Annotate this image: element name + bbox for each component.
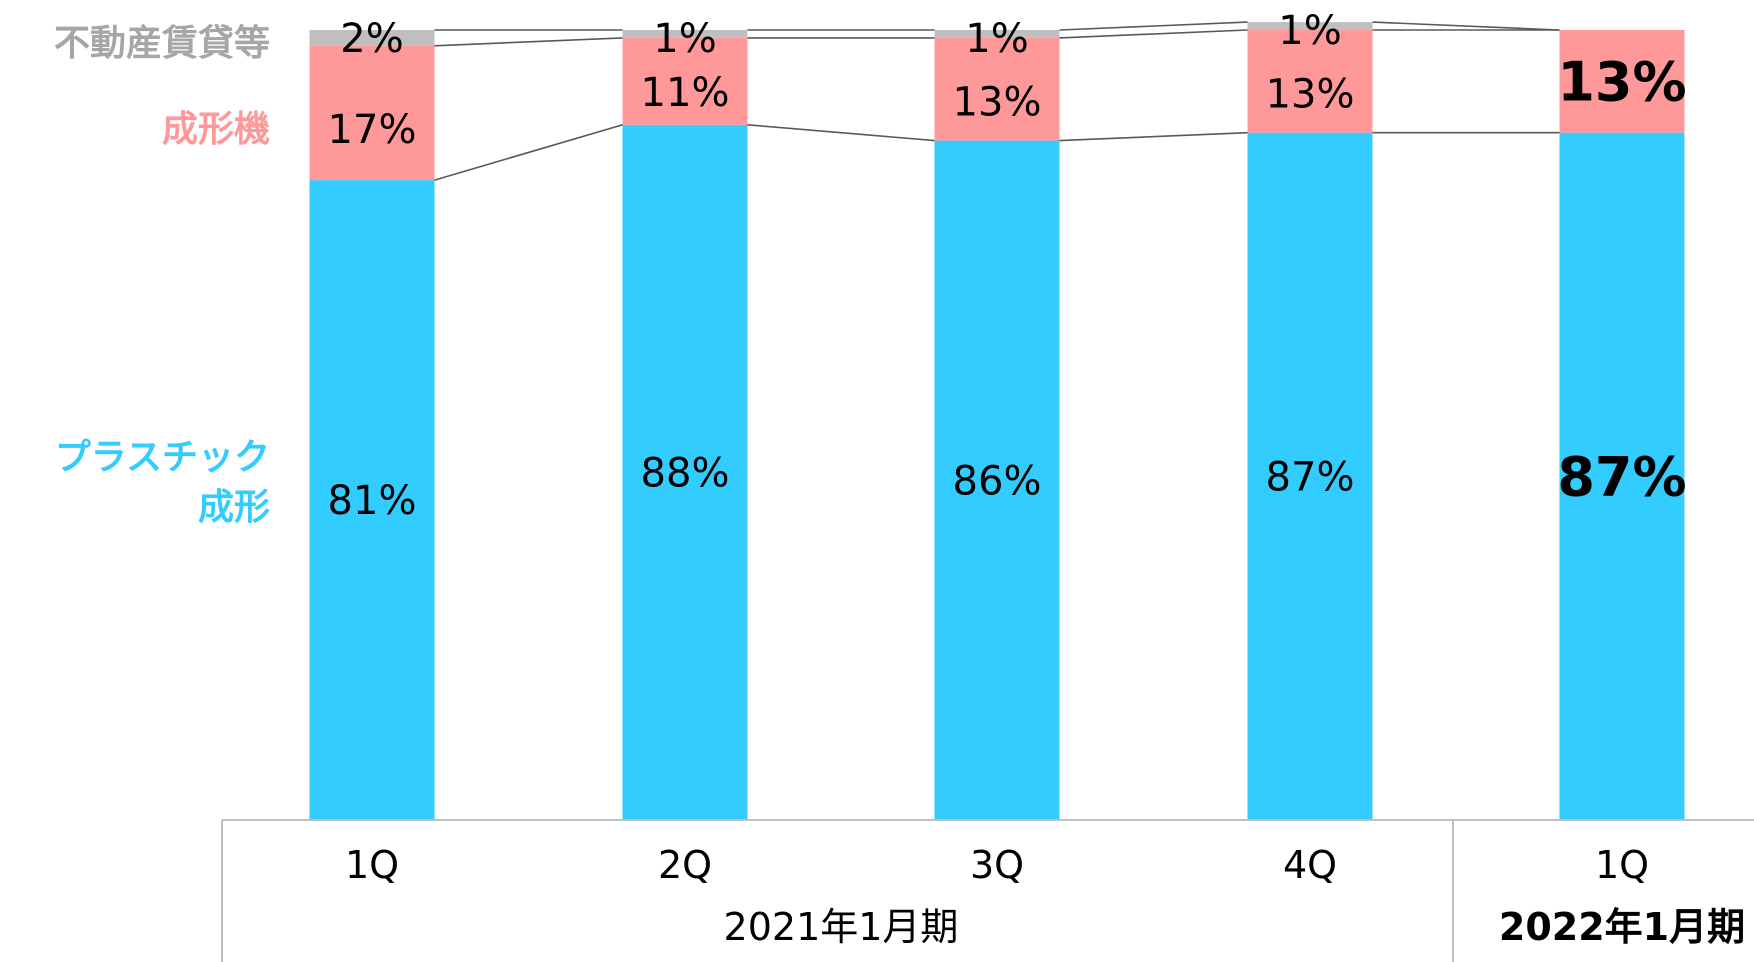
data-label: 13% (953, 80, 1042, 126)
data-label: 2% (340, 16, 403, 62)
data-label: 13% (1557, 50, 1686, 113)
legend-entry: 不動産賃貸等 (54, 23, 270, 64)
data-label: 13% (1266, 72, 1355, 118)
series-connector-line (435, 38, 623, 46)
series-connector-line (435, 125, 623, 180)
data-label: 1% (653, 16, 716, 62)
x-group-label: 2021年1月期 (724, 905, 959, 949)
series-connector-line (1060, 30, 1248, 38)
legend-entry: 成形 (198, 487, 270, 528)
series-connector-line (748, 125, 935, 141)
series-connector-line (1060, 133, 1248, 141)
data-label: 17% (328, 107, 417, 153)
data-label: 86% (953, 458, 1042, 504)
data-label: 87% (1266, 454, 1355, 500)
series-connector-line (1060, 22, 1248, 30)
data-label: 1% (965, 16, 1028, 62)
x-tick-label: 2Q (658, 843, 712, 887)
data-label: 88% (641, 450, 730, 496)
x-tick-label: 3Q (970, 843, 1024, 887)
legend-entry: 成形機 (162, 109, 270, 150)
x-group-label: 2022年1月期 (1499, 905, 1745, 949)
data-label: 81% (328, 478, 417, 524)
data-label: 87% (1557, 445, 1686, 508)
x-tick-label: 1Q (1595, 843, 1649, 887)
legend-entry: プラスチック (55, 437, 270, 478)
series-connector-line (1373, 22, 1560, 30)
data-label: 1% (1278, 8, 1341, 54)
x-tick-label: 4Q (1283, 843, 1337, 887)
data-label: 11% (641, 70, 730, 116)
x-tick-label: 1Q (345, 843, 399, 887)
